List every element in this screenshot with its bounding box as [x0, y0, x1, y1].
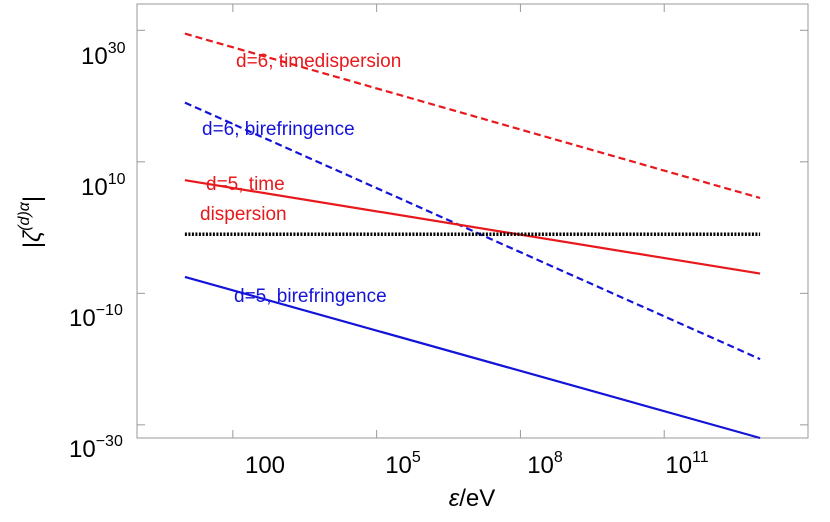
- plot-frame: [136, 3, 809, 439]
- series-line-d-5-birefringence: [184, 275, 761, 440]
- annotation-d5-birefringence: d=5, birefringence: [234, 286, 387, 307]
- x-tick-label-100: 100: [245, 452, 285, 479]
- x-tick-label-1e11: 1011: [665, 449, 708, 479]
- y-axis-label-text: |ζ(d)α|: [16, 196, 46, 248]
- tick-marks: [137, 4, 808, 438]
- annotation-d6-birefringence: d=6, birefringence: [202, 119, 355, 140]
- x-axis-label: ε/eV: [449, 485, 496, 512]
- annotation-d6-timedispersion: d=6, timedispersion: [236, 51, 401, 72]
- y-tick-label-1e30: 1030: [81, 40, 126, 70]
- annotation-d5-time: d=5, time: [206, 174, 285, 195]
- annotation-d5-dispersion: dispersion: [200, 204, 287, 225]
- series-line-d-6-birefringence: [184, 101, 761, 361]
- series-line-d-5-time-dispersion: [184, 179, 761, 275]
- y-tick-label-1e10: 1010: [81, 171, 126, 201]
- y-tick-label-1e-30: 10−30: [69, 433, 123, 463]
- y-axis-label: |ζ(d)α|: [16, 196, 46, 248]
- series-line-d-6-timedispersion: [184, 32, 761, 200]
- y-tick-label-1e-10: 10−10: [69, 302, 123, 332]
- x-tick-label-1e8: 108: [527, 449, 563, 479]
- series-lines: [184, 32, 761, 440]
- x-tick-label-1e5: 105: [385, 449, 421, 479]
